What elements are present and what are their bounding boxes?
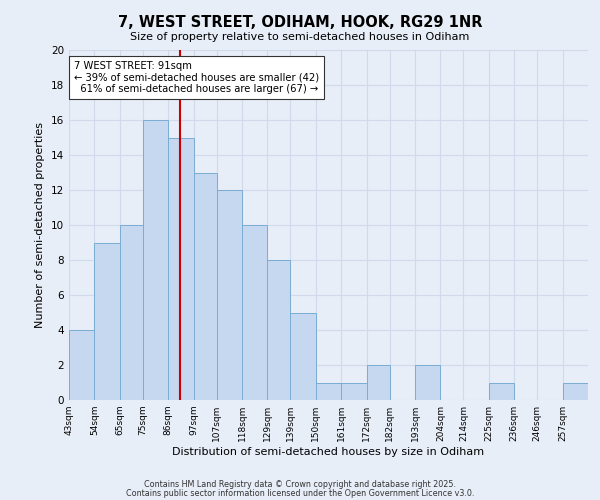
Bar [268,260,290,400]
Bar [367,365,389,400]
Bar [194,172,217,400]
Bar [341,382,367,400]
Bar [94,242,120,400]
Bar [168,138,194,400]
Y-axis label: Number of semi-detached properties: Number of semi-detached properties [35,122,46,328]
Text: 7, WEST STREET, ODIHAM, HOOK, RG29 1NR: 7, WEST STREET, ODIHAM, HOOK, RG29 1NR [118,15,482,30]
Bar [242,225,268,400]
Text: Contains HM Land Registry data © Crown copyright and database right 2025.: Contains HM Land Registry data © Crown c… [144,480,456,489]
Bar [120,225,143,400]
Bar [415,365,440,400]
Bar [316,382,341,400]
Bar [69,330,94,400]
Text: Contains public sector information licensed under the Open Government Licence v3: Contains public sector information licen… [126,488,474,498]
Bar [143,120,168,400]
X-axis label: Distribution of semi-detached houses by size in Odiham: Distribution of semi-detached houses by … [172,447,485,457]
Bar [563,382,588,400]
Bar [489,382,514,400]
Text: 7 WEST STREET: 91sqm
← 39% of semi-detached houses are smaller (42)
  61% of sem: 7 WEST STREET: 91sqm ← 39% of semi-detac… [74,60,319,94]
Bar [217,190,242,400]
Text: Size of property relative to semi-detached houses in Odiham: Size of property relative to semi-detach… [130,32,470,42]
Bar [290,312,316,400]
